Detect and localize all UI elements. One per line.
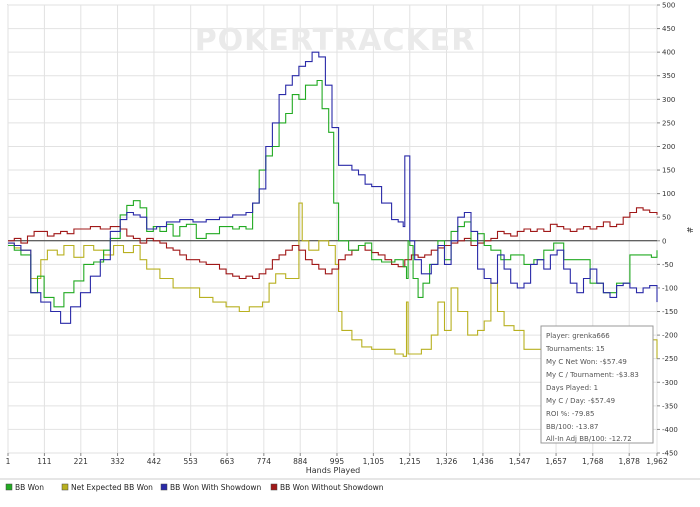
y-tick-label: -400	[662, 426, 678, 434]
y-tick-label: -250	[662, 355, 678, 363]
series-line-bb-won-with-showdown	[8, 51, 658, 324]
x-tick-label: 442	[147, 457, 162, 466]
legend-swatch-bb-won-without-showdown	[270, 483, 278, 491]
legend-swatch-bb-won	[5, 483, 13, 491]
stats-per-day: My C / Day: -$57.49	[546, 397, 615, 405]
y-tick-label: 500	[662, 2, 675, 10]
x-tick-label: 1,657	[545, 457, 567, 466]
x-tick-label: 663	[220, 457, 235, 466]
series-line-bb-won-without-showdown	[8, 207, 658, 280]
axis-layer: 1 111 221 332 442 553 663 774 884 995 1,105 1,215 1,…	[6, 2, 678, 467]
stats-box-frame	[540, 325, 654, 444]
stats-box: Player: grenka666 Tournaments: 15 My C N…	[540, 325, 654, 444]
legend-swatch-bb-won-with-showdown	[160, 483, 168, 491]
x-tick-label: 1,962	[646, 457, 668, 466]
x-axis-label: Hands Played	[306, 466, 360, 475]
y-tick-label: 450	[662, 25, 675, 33]
x-tick-label: 1,105	[363, 457, 385, 466]
stats-player: Player: grenka666	[546, 332, 610, 340]
legend-label-bb-won-without-showdown: BB Won Without Showdown	[280, 483, 384, 492]
legend-swatch-net-expected-bb-won	[61, 483, 69, 491]
series-layer	[8, 51, 658, 369]
y-tick-label: 250	[662, 119, 675, 127]
legend: BB Won Net Expected BB Won BB Won With Sho…	[0, 478, 700, 492]
x-tick-label: 332	[110, 457, 125, 466]
y-tick-label: 350	[662, 72, 675, 80]
legend-label-bb-won: BB Won	[15, 483, 44, 492]
watermark: POKERTRACKER	[195, 23, 476, 58]
y-tick-label: 300	[662, 96, 675, 104]
legend-label-bb-won-with-showdown: BB Won With Showdown	[170, 483, 262, 492]
x-tick-label: 1	[6, 457, 11, 466]
y-tick-label: -450	[662, 450, 678, 458]
stats-tournaments: Tournaments: 15	[545, 345, 605, 353]
series-line-bb-won	[8, 79, 658, 308]
y-tick-label: 200	[662, 143, 675, 151]
x-tick-label: 1,878	[618, 457, 640, 466]
y-tick-label: -350	[662, 402, 678, 410]
x-tick-label: 884	[293, 457, 308, 466]
stats-allin-adj: All-In Adj BB/100: -12.72	[546, 435, 632, 443]
y-tick-label: -100	[662, 284, 678, 292]
stats-days-played: Days Played: 1	[546, 384, 598, 392]
x-tick-label: 221	[74, 457, 89, 466]
x-tick-label: 111	[37, 457, 52, 466]
y-tick-label: 50	[662, 214, 671, 222]
y-axis-label: #	[685, 227, 694, 234]
series-line-net-expected-bb-won	[8, 202, 658, 369]
legend-label-net-expected-bb-won: Net Expected BB Won	[71, 483, 153, 492]
stats-bb100: BB/100: -13.87	[546, 423, 598, 431]
stats-net-won: My C Net Won: -$57.49	[546, 358, 627, 366]
y-tick-label: -300	[662, 379, 678, 387]
x-tick-label: 774	[257, 457, 272, 466]
stats-roi: ROI %: -79.85	[546, 410, 594, 418]
grid-layer	[7, 4, 658, 454]
y-tick-label: 400	[662, 49, 675, 57]
y-tick-label: 150	[662, 167, 675, 175]
y-tick-label: -200	[662, 332, 678, 340]
x-tick-label: 1,436	[472, 457, 494, 466]
y-tick-label: 100	[662, 190, 675, 198]
y-tick-label: -50	[662, 261, 673, 269]
y-tick-label: 0	[662, 237, 666, 245]
x-tick-label: 1,768	[582, 457, 604, 466]
x-tick-label: 553	[184, 457, 199, 466]
x-tick-label: 1,547	[509, 457, 531, 466]
y-tick-label: -150	[662, 308, 678, 316]
x-tick-label: 995	[330, 457, 345, 466]
x-tick-label: 1,215	[399, 457, 421, 466]
x-tick-label: 1,326	[436, 457, 458, 466]
stats-per-tournament: My C / Tournament: -$3.83	[546, 371, 639, 379]
